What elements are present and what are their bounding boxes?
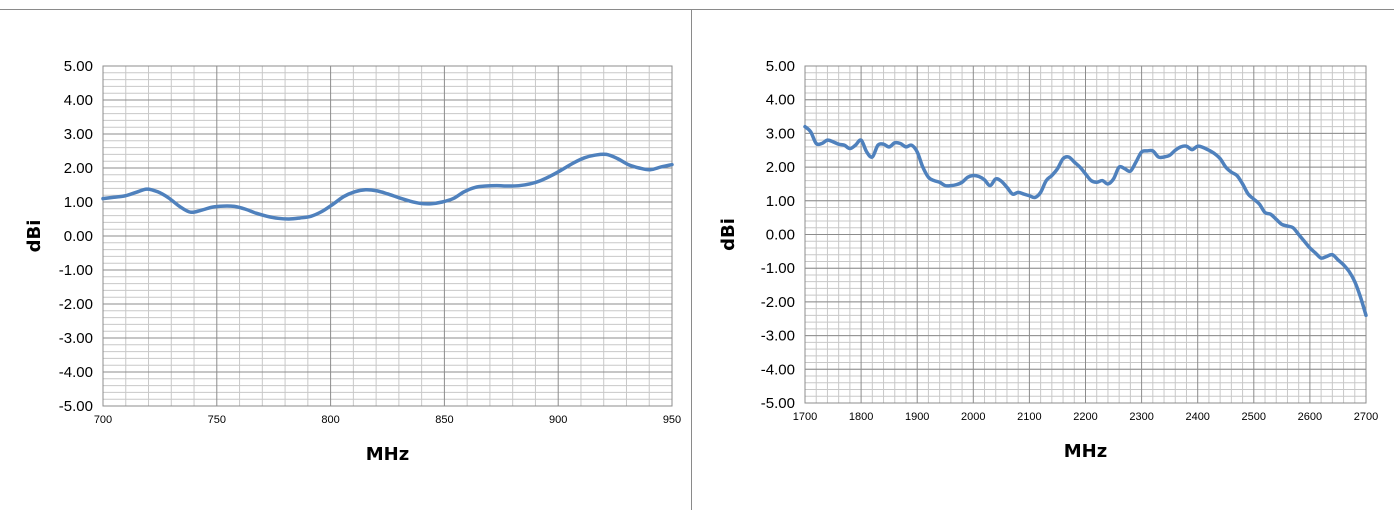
- y-tick-label: -5.00: [59, 398, 93, 415]
- grid: [805, 66, 1366, 403]
- y-tick-label: 2.00: [766, 159, 795, 176]
- x-tick-label: 750: [208, 414, 226, 426]
- chart-panel-right: 5.00 4.00 3.00 2.00 1.00 0.00 -1.00 -2.00 -3.00 -…: [692, 0, 1394, 510]
- y-axis-title: dBi: [718, 218, 739, 251]
- x-tick-label: 2300: [1129, 411, 1153, 423]
- y-tick-label: 0.00: [64, 228, 93, 245]
- y-tick-label: -2.00: [761, 294, 795, 311]
- y-tick-label: -1.00: [761, 260, 795, 277]
- y-tick-label: 0.00: [766, 227, 795, 244]
- y-tick-label: 5.00: [766, 58, 795, 75]
- y-tick-label: -1.00: [59, 262, 93, 279]
- x-tick-label: 1900: [905, 411, 929, 423]
- chart-left: 5.00 4.00 3.00 2.00 1.00 0.00 -1.00 -2.00 -3.00 -…: [24, 58, 681, 465]
- y-tick-label: 2.00: [64, 160, 93, 177]
- y-tick-label: -4.00: [761, 361, 795, 378]
- x-tick-label: 2000: [961, 411, 985, 423]
- gain-series-line: [803, 124, 1368, 318]
- x-tick-label: 1800: [849, 411, 873, 423]
- x-tick-label: 1700: [793, 411, 817, 423]
- x-tick-label: 2700: [1354, 411, 1378, 423]
- x-tick-label: 2100: [1017, 411, 1041, 423]
- x-axis-title: MHz: [366, 444, 409, 465]
- x-tick-label: 950: [663, 414, 681, 426]
- x-tick-label: 900: [549, 414, 567, 426]
- y-tick-label: 4.00: [64, 92, 93, 109]
- center-divider: [691, 9, 692, 510]
- plot-border: [102, 65, 673, 407]
- y-tick-label: -5.00: [761, 395, 795, 412]
- y-tick-label: -3.00: [761, 328, 795, 345]
- top-divider: [0, 9, 1394, 10]
- x-tick-label: 800: [321, 414, 339, 426]
- x-tick-label: 2600: [1298, 411, 1322, 423]
- x-tick-label: 850: [435, 414, 453, 426]
- x-tick-label: 2500: [1242, 411, 1266, 423]
- y-tick-label: 1.00: [64, 194, 93, 211]
- gain-series-line: [101, 152, 674, 221]
- y-tick-label: -4.00: [59, 364, 93, 381]
- x-tick-label: 2400: [1185, 411, 1209, 423]
- x-tick-label: 2200: [1073, 411, 1097, 423]
- y-axis-title: dBi: [24, 220, 45, 253]
- chart-right: 5.00 4.00 3.00 2.00 1.00 0.00 -1.00 -2.00 -3.00 -…: [718, 58, 1378, 462]
- y-tick-label: -2.00: [59, 296, 93, 313]
- y-tick-label: 3.00: [766, 125, 795, 142]
- x-tick-label: 700: [94, 414, 112, 426]
- x-axis-title: MHz: [1064, 441, 1107, 462]
- chart-panel-left: 5.00 4.00 3.00 2.00 1.00 0.00 -1.00 -2.00 -3.00 -…: [0, 0, 691, 510]
- plot-border: [804, 65, 1367, 404]
- y-tick-label: -3.00: [59, 330, 93, 347]
- grid: [103, 66, 672, 406]
- y-tick-label: 4.00: [766, 92, 795, 109]
- y-tick-label: 1.00: [766, 193, 795, 210]
- y-tick-label: 3.00: [64, 126, 93, 143]
- y-tick-label: 5.00: [64, 58, 93, 75]
